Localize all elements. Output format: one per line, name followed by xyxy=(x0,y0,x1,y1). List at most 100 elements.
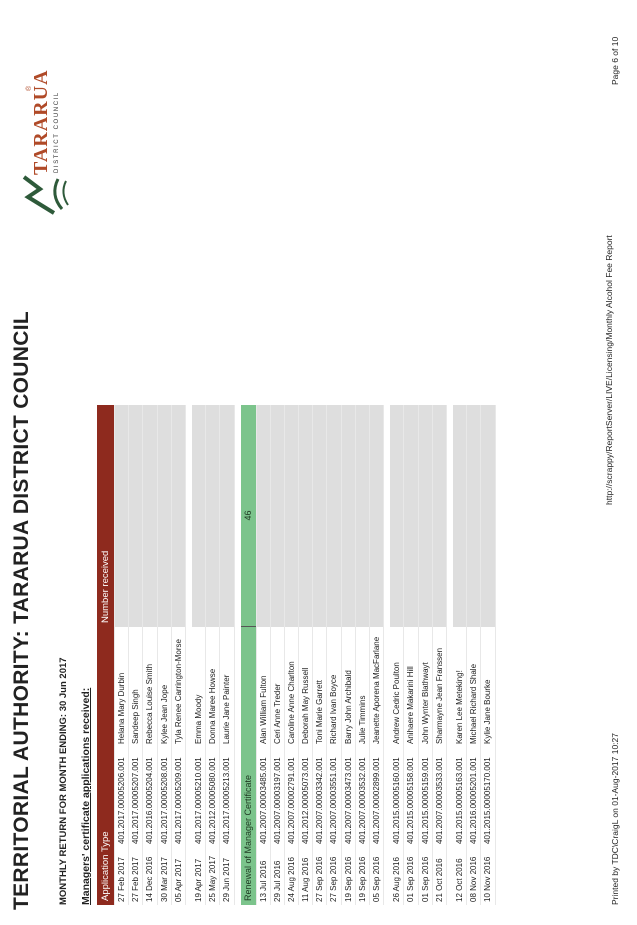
applicant-name: Ceri Anne Treder xyxy=(272,683,282,744)
count-cell xyxy=(370,405,384,627)
applicant-name: Richard Ivan Boyce xyxy=(329,674,339,744)
logo-registered: ® xyxy=(26,85,33,91)
applicant-name: Alan William Fulton xyxy=(258,675,268,744)
count-cell xyxy=(481,405,495,627)
count-cell xyxy=(115,405,129,627)
count-cell xyxy=(171,405,185,627)
count-cell xyxy=(404,405,418,627)
table-row: 08 Nov 2016 401.2016.00005201.001 Michael … xyxy=(467,405,482,905)
table-row: 25 May 2017 401.2012.00005080.001 Donna Ma… xyxy=(206,405,221,905)
table-row: 27 Sep 2016 401.2007.00003551.001 Richard … xyxy=(327,405,342,905)
application-reference: 401.2016.00005204.001 xyxy=(145,757,155,844)
applicant-name: Julie Timmins xyxy=(357,695,367,744)
application-reference: 401.2017.00005207.001 xyxy=(131,757,141,844)
column-application-type: Application Type xyxy=(100,831,111,901)
count-cell xyxy=(467,405,481,627)
application-reference: 401.2007.00003485.001 xyxy=(258,757,268,844)
application-date: 24 Aug 2016 xyxy=(286,857,296,902)
applicant-name: Tyla Renee Carrington-Morse xyxy=(173,639,183,744)
table-row: 27 Feb 2017 401.2017.00005206.001 Helana M… xyxy=(115,405,130,905)
report-subtitle: MONTHLY RETURN FOR MONTH ENDING: 30 Jun … xyxy=(58,657,69,905)
application-date: 19 Apr 2017 xyxy=(193,858,203,902)
applicant-name: Anihaere Makarini Hill xyxy=(406,666,416,744)
table-row: 19 Sep 2016 401.2007.00003532.001 Julie Ti… xyxy=(355,405,370,905)
applicant-name: Jeanette Aporena MacFarlane xyxy=(372,636,381,744)
application-reference: 401.2007.00003473.001 xyxy=(343,757,353,844)
application-date: 27 Sep 2016 xyxy=(329,856,339,902)
application-date: 14 Dec 2016 xyxy=(145,856,155,902)
report-path: http://scrappy/ReportServer/LIVE/Licensi… xyxy=(604,235,614,505)
application-date: 08 Nov 2016 xyxy=(469,856,479,902)
application-reference: 401.2016.00005201.001 xyxy=(469,757,479,844)
applications-table: Application Type Number received 27 Feb … xyxy=(97,405,496,905)
page-title: TERRITORIAL AUTHORITY: TARARUA DISTRICT … xyxy=(10,311,33,910)
applicant-name: Helana Mary Durbin xyxy=(117,672,126,744)
application-date: 12 Oct 2016 xyxy=(454,858,464,902)
logo-subtitle: DISTRICT COUNCIL xyxy=(54,91,60,173)
applicant-name: Sharmayne Jean Franssen xyxy=(434,647,444,744)
table-row: 05 Sep 2016 401.2007.00002899.001 Jeanette… xyxy=(370,405,385,905)
count-cell xyxy=(313,405,327,627)
application-date: 21 Oct 2016 xyxy=(434,858,444,902)
table-row: 05 Apr 2017 401.2017.00005209.001 Tyla Ren… xyxy=(171,405,186,905)
table-row: 14 Dec 2016 401.2016.00005204.001 Rebecca … xyxy=(143,405,158,905)
table-row: 30 Mar 2017 401.2017.00005208.001 Kylee Je… xyxy=(157,405,172,905)
count-cell xyxy=(191,405,206,627)
table-row: 29 Jun 2017 401.2017.00005213.001 Laurie J… xyxy=(220,405,235,905)
table-row: 27 Sep 2016 401.2007.00003342.001 Toni Mar… xyxy=(313,405,328,905)
applicant-name: Barry John Archibald xyxy=(343,670,353,744)
count-cell xyxy=(256,405,270,627)
count-cell xyxy=(270,405,284,627)
renewal-applications: 13 Jul 2016 401.2007.00003485.001 Alan Wil… xyxy=(256,405,496,905)
application-reference: 401.2015.00005163.001 xyxy=(454,757,464,844)
applicant-name: Michael Richard Shale xyxy=(469,663,479,744)
applicant-name: John Wynter Blathwayt xyxy=(420,662,430,744)
applicant-name: Caroline Anne Charlton xyxy=(286,661,296,744)
count-cell xyxy=(129,405,143,627)
table-row: 26 Aug 2016 401.2015.00005160.001 Andrew C… xyxy=(390,405,405,905)
applicant-name: Toni Marie Garrett xyxy=(315,679,325,744)
applicant-name: Andrew Cedric Poulton xyxy=(392,662,402,744)
applicant-name: Karen Lee Meteking! xyxy=(454,670,464,744)
application-date: 01 Sep 2016 xyxy=(420,856,430,902)
table-row: 19 Sep 2016 401.2007.00003473.001 Barry Jo… xyxy=(341,405,356,905)
count-cell xyxy=(206,405,220,627)
application-reference: 401.2007.00003532.001 xyxy=(357,757,367,844)
table-header: Application Type Number received xyxy=(97,405,115,905)
application-date: 05 Sep 2016 xyxy=(372,856,381,902)
table-row: 21 Oct 2016 401.2007.00003533.001 Sharmayn… xyxy=(432,405,447,905)
application-reference: 401.2012.00005073.001 xyxy=(301,757,311,844)
application-reference: 401.2007.00002791.001 xyxy=(286,757,296,844)
applicant-name: Emma Moody xyxy=(193,694,203,744)
application-date: 30 Mar 2017 xyxy=(159,857,169,902)
application-date: 01 Sep 2016 xyxy=(406,856,416,902)
application-date: 19 Sep 2016 xyxy=(343,856,353,902)
application-date: 05 Apr 2017 xyxy=(173,858,183,902)
table-row: 19 Apr 2017 401.2017.00005210.001 Emma Moo… xyxy=(191,405,207,905)
column-number-received: Number received xyxy=(100,550,111,623)
count-cell xyxy=(432,405,446,627)
printed-by: Printed by TDC\CraigL on 01-Aug-2017 10:… xyxy=(610,733,620,905)
applicant-name: Kylee Jean Jope xyxy=(159,684,169,744)
applicant-name: Deborah May Russell xyxy=(301,667,311,744)
count-cell xyxy=(452,405,467,627)
applicant-name: Kylie Jane Bourke xyxy=(483,679,493,744)
table-row: 13 Jul 2016 401.2007.00003485.001 Alan Wil… xyxy=(256,405,271,905)
application-reference: 401.2015.00005170.001 xyxy=(483,757,493,844)
count-cell xyxy=(299,405,313,627)
application-reference: 401.2017.00005208.001 xyxy=(159,757,169,844)
count-cell xyxy=(284,405,299,627)
count-cell xyxy=(157,405,171,627)
count-cell xyxy=(327,405,341,627)
application-reference: 401.2017.00005209.001 xyxy=(173,757,183,844)
count-cell xyxy=(390,405,404,627)
application-date: 27 Sep 2016 xyxy=(315,856,325,902)
application-date: 26 Aug 2016 xyxy=(392,857,402,902)
application-date: 19 Sep 2016 xyxy=(357,856,367,902)
table-row: 24 Aug 2016 401.2007.00002791.001 Caroline… xyxy=(284,405,300,905)
logo-name: TARARUA xyxy=(30,69,52,175)
council-logo: TARARUA ® DISTRICT COUNCIL xyxy=(14,69,74,215)
application-date: 29 Jul 2016 xyxy=(272,860,282,902)
count-cell xyxy=(418,405,432,627)
